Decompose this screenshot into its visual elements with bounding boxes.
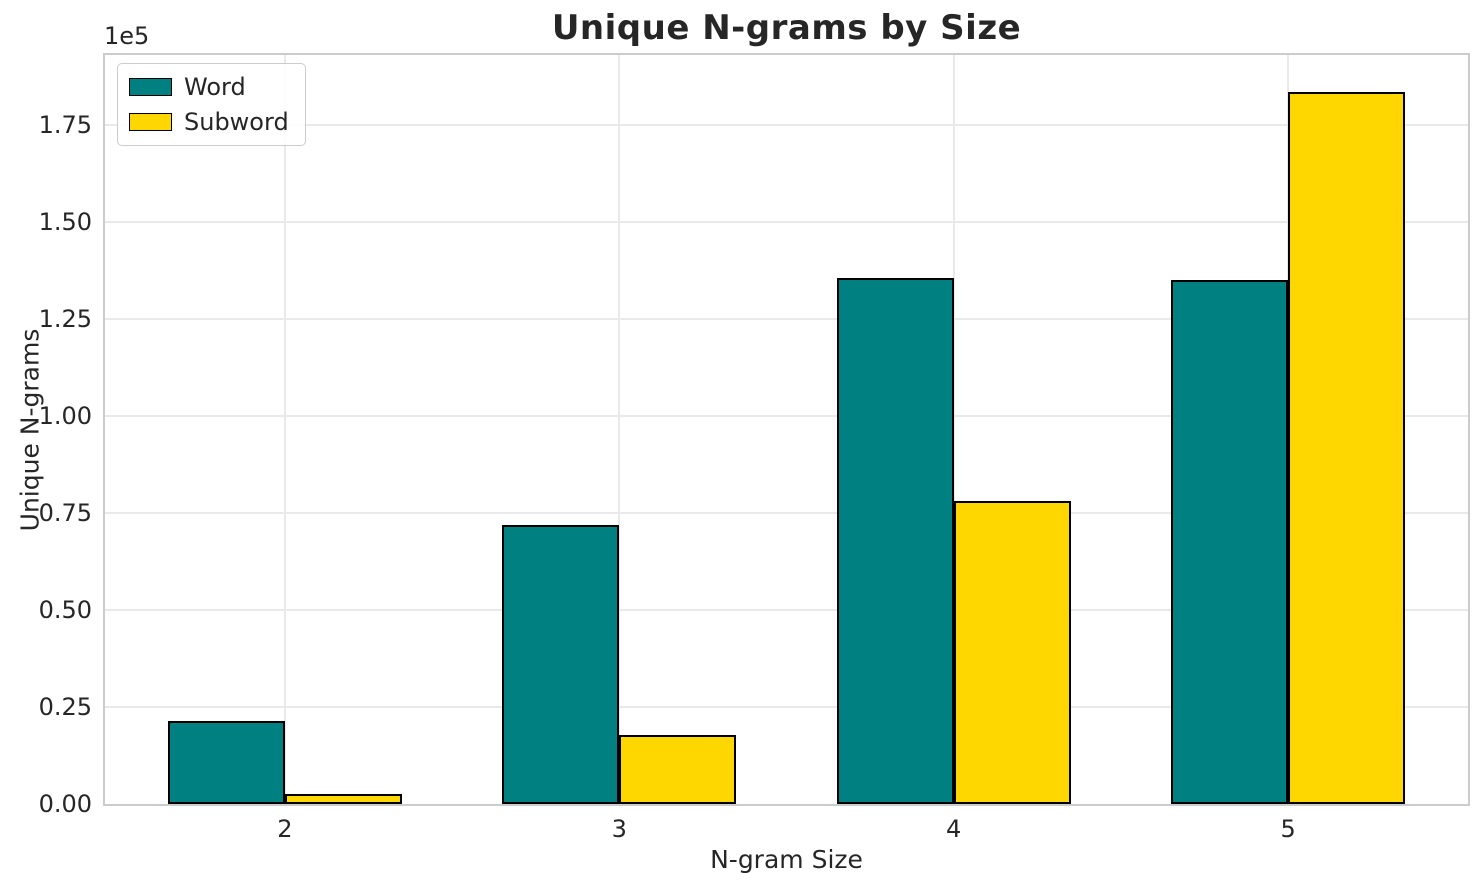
bar-subword-2 [284,794,402,804]
x-tick-label: 5 [1280,815,1296,843]
y-tick-label: 1.75 [38,110,92,139]
bar-word-2 [167,720,285,804]
x-tick-label: 3 [611,815,627,843]
bar-subword-3 [619,734,737,804]
bar-word-3 [502,524,620,804]
y-axis-offset-text: 1e5 [104,22,150,50]
gridline-vertical [952,55,955,804]
chart-title: Unique N-grams by Size [551,8,1022,48]
bar-subword-4 [953,500,1071,804]
gridline-horizontal [105,414,1468,417]
x-axis-label: N-gram Size [710,845,863,874]
bar-subword-5 [1288,91,1406,804]
y-tick-label: 1.00 [38,401,92,430]
legend-item-subword: Subword [129,108,289,136]
legend-swatch-subword [129,113,172,131]
gridline-horizontal [105,608,1468,611]
x-tick-label: 4 [946,815,962,843]
legend-item-word: Word [129,73,289,101]
y-tick-label: 1.50 [38,207,92,236]
gridline-vertical [618,55,621,804]
y-tick-label: 0.50 [38,595,92,624]
gridline-horizontal [105,317,1468,320]
y-tick-label: 0.25 [38,692,92,721]
bar-word-4 [836,277,954,804]
x-tick-label: 2 [277,815,293,843]
legend: Word Subword [117,63,306,146]
bar-word-5 [1171,279,1289,804]
gridline-horizontal [105,123,1468,126]
y-tick-label: 0.00 [38,790,92,818]
y-tick-label: 0.75 [38,498,92,527]
legend-label: Word [184,73,246,101]
gridline-horizontal [105,705,1468,708]
y-tick-label: 1.25 [38,304,92,333]
gridline-horizontal [105,511,1468,514]
legend-swatch-word [129,78,172,96]
plot-area: Word Subword [103,53,1470,806]
legend-label: Subword [184,108,289,136]
gridline-horizontal [105,220,1468,223]
gridline-vertical [283,55,286,804]
